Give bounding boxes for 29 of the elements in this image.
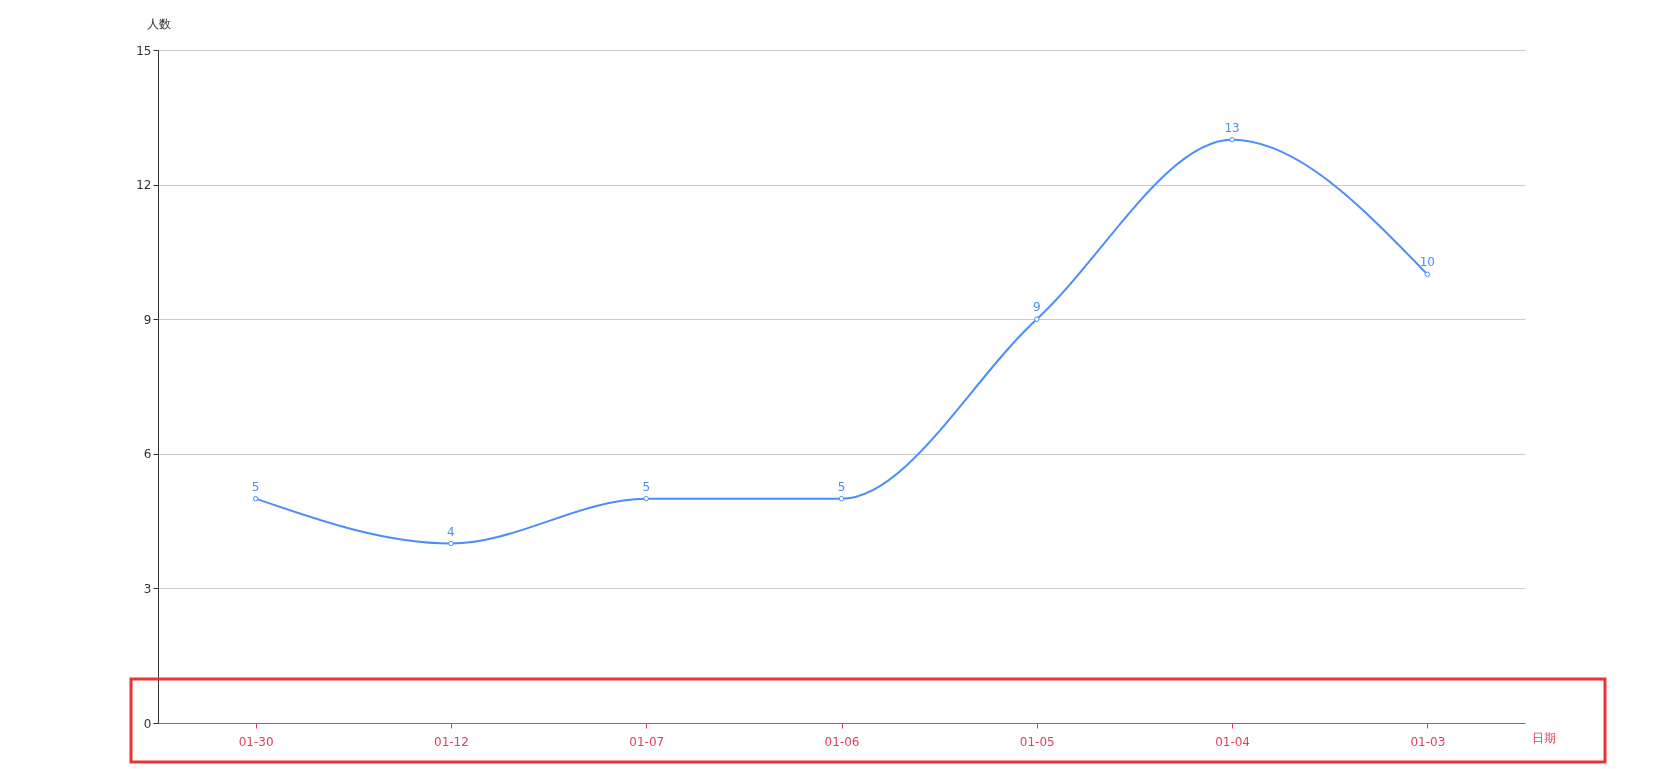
data-label: 9 — [1032, 300, 1041, 315]
x-tick-label: 01-07 — [629, 734, 665, 749]
point — [1034, 316, 1040, 322]
point — [448, 540, 454, 547]
y-tick-label: 6 — [143, 447, 152, 462]
data-label: 4 — [447, 524, 455, 539]
x-tick-label: 01-06 — [824, 734, 860, 749]
point — [1424, 271, 1431, 278]
data-label: 10 — [1419, 255, 1435, 270]
y-axis-title: 人数 — [146, 16, 171, 31]
point — [1229, 137, 1235, 143]
x-tick-label: 01-30 — [238, 734, 274, 749]
x-tick-label: 01-05 — [1019, 734, 1055, 749]
x-axis-title: 日期 — [1531, 730, 1556, 745]
y-tick-label: 0 — [143, 716, 152, 731]
y-tick-label: 15 — [136, 43, 152, 58]
x-tick-label: 01-03 — [1410, 734, 1446, 749]
point — [643, 495, 649, 502]
x-tick-label: 01-04 — [1215, 734, 1251, 749]
data-label: 13 — [1224, 120, 1240, 135]
y-tick-label: 3 — [143, 581, 152, 596]
point — [252, 495, 259, 502]
data-label: 5 — [837, 479, 846, 494]
y-tick-label: 9 — [143, 312, 152, 327]
data-label: 5 — [251, 479, 260, 494]
y-tick-label: 12 — [136, 178, 152, 193]
point — [838, 495, 845, 502]
x-tick-label: 01-12 — [433, 734, 469, 749]
data-label: 5 — [642, 479, 651, 494]
